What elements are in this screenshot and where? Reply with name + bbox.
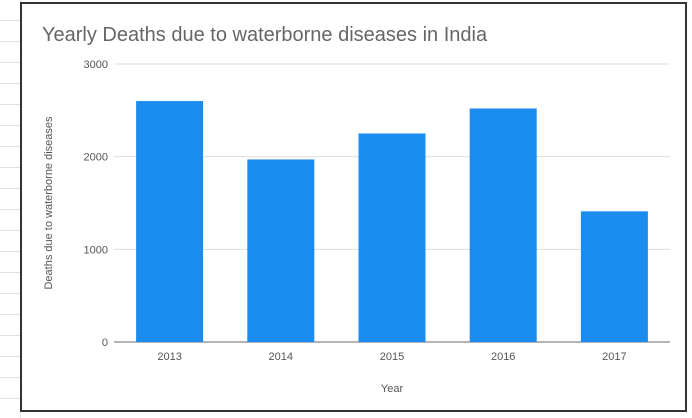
bars	[136, 101, 648, 342]
x-tick-label: 2014	[269, 351, 293, 363]
y-tick-label: 2000	[84, 152, 108, 164]
bar-2017[interactable]	[580, 211, 648, 342]
y-axis-title: Deaths due to waterborne diseases	[43, 116, 55, 290]
x-tick-label: 2015	[380, 351, 404, 363]
bar-2016[interactable]	[469, 108, 537, 342]
bar-2015[interactable]	[358, 133, 426, 343]
y-tick-label: 3000	[84, 59, 108, 71]
y-tick-label: 1000	[84, 244, 108, 256]
chart-title: Yearly Deaths due to waterborne diseases…	[42, 24, 488, 46]
x-tick-label: 2016	[491, 351, 515, 363]
spreadsheet-grid-edge	[0, 0, 21, 418]
y-tick-label: 0	[102, 337, 108, 349]
bar-2013[interactable]	[136, 101, 204, 342]
chart-card[interactable]: Yearly Deaths due to waterborne diseases…	[20, 2, 687, 412]
bar-2014[interactable]	[247, 159, 315, 342]
x-tick-label: 2013	[157, 351, 181, 363]
bar-chart: 0 1000 2000 3000 2013 2014 2015 2016 2017 Year D…	[43, 59, 670, 395]
x-axis-title: Year	[381, 383, 404, 395]
tick-labels: 0 1000 2000 3000 2013 2014 2015 2016 2017	[84, 59, 627, 363]
x-tick-label: 2017	[602, 351, 626, 363]
